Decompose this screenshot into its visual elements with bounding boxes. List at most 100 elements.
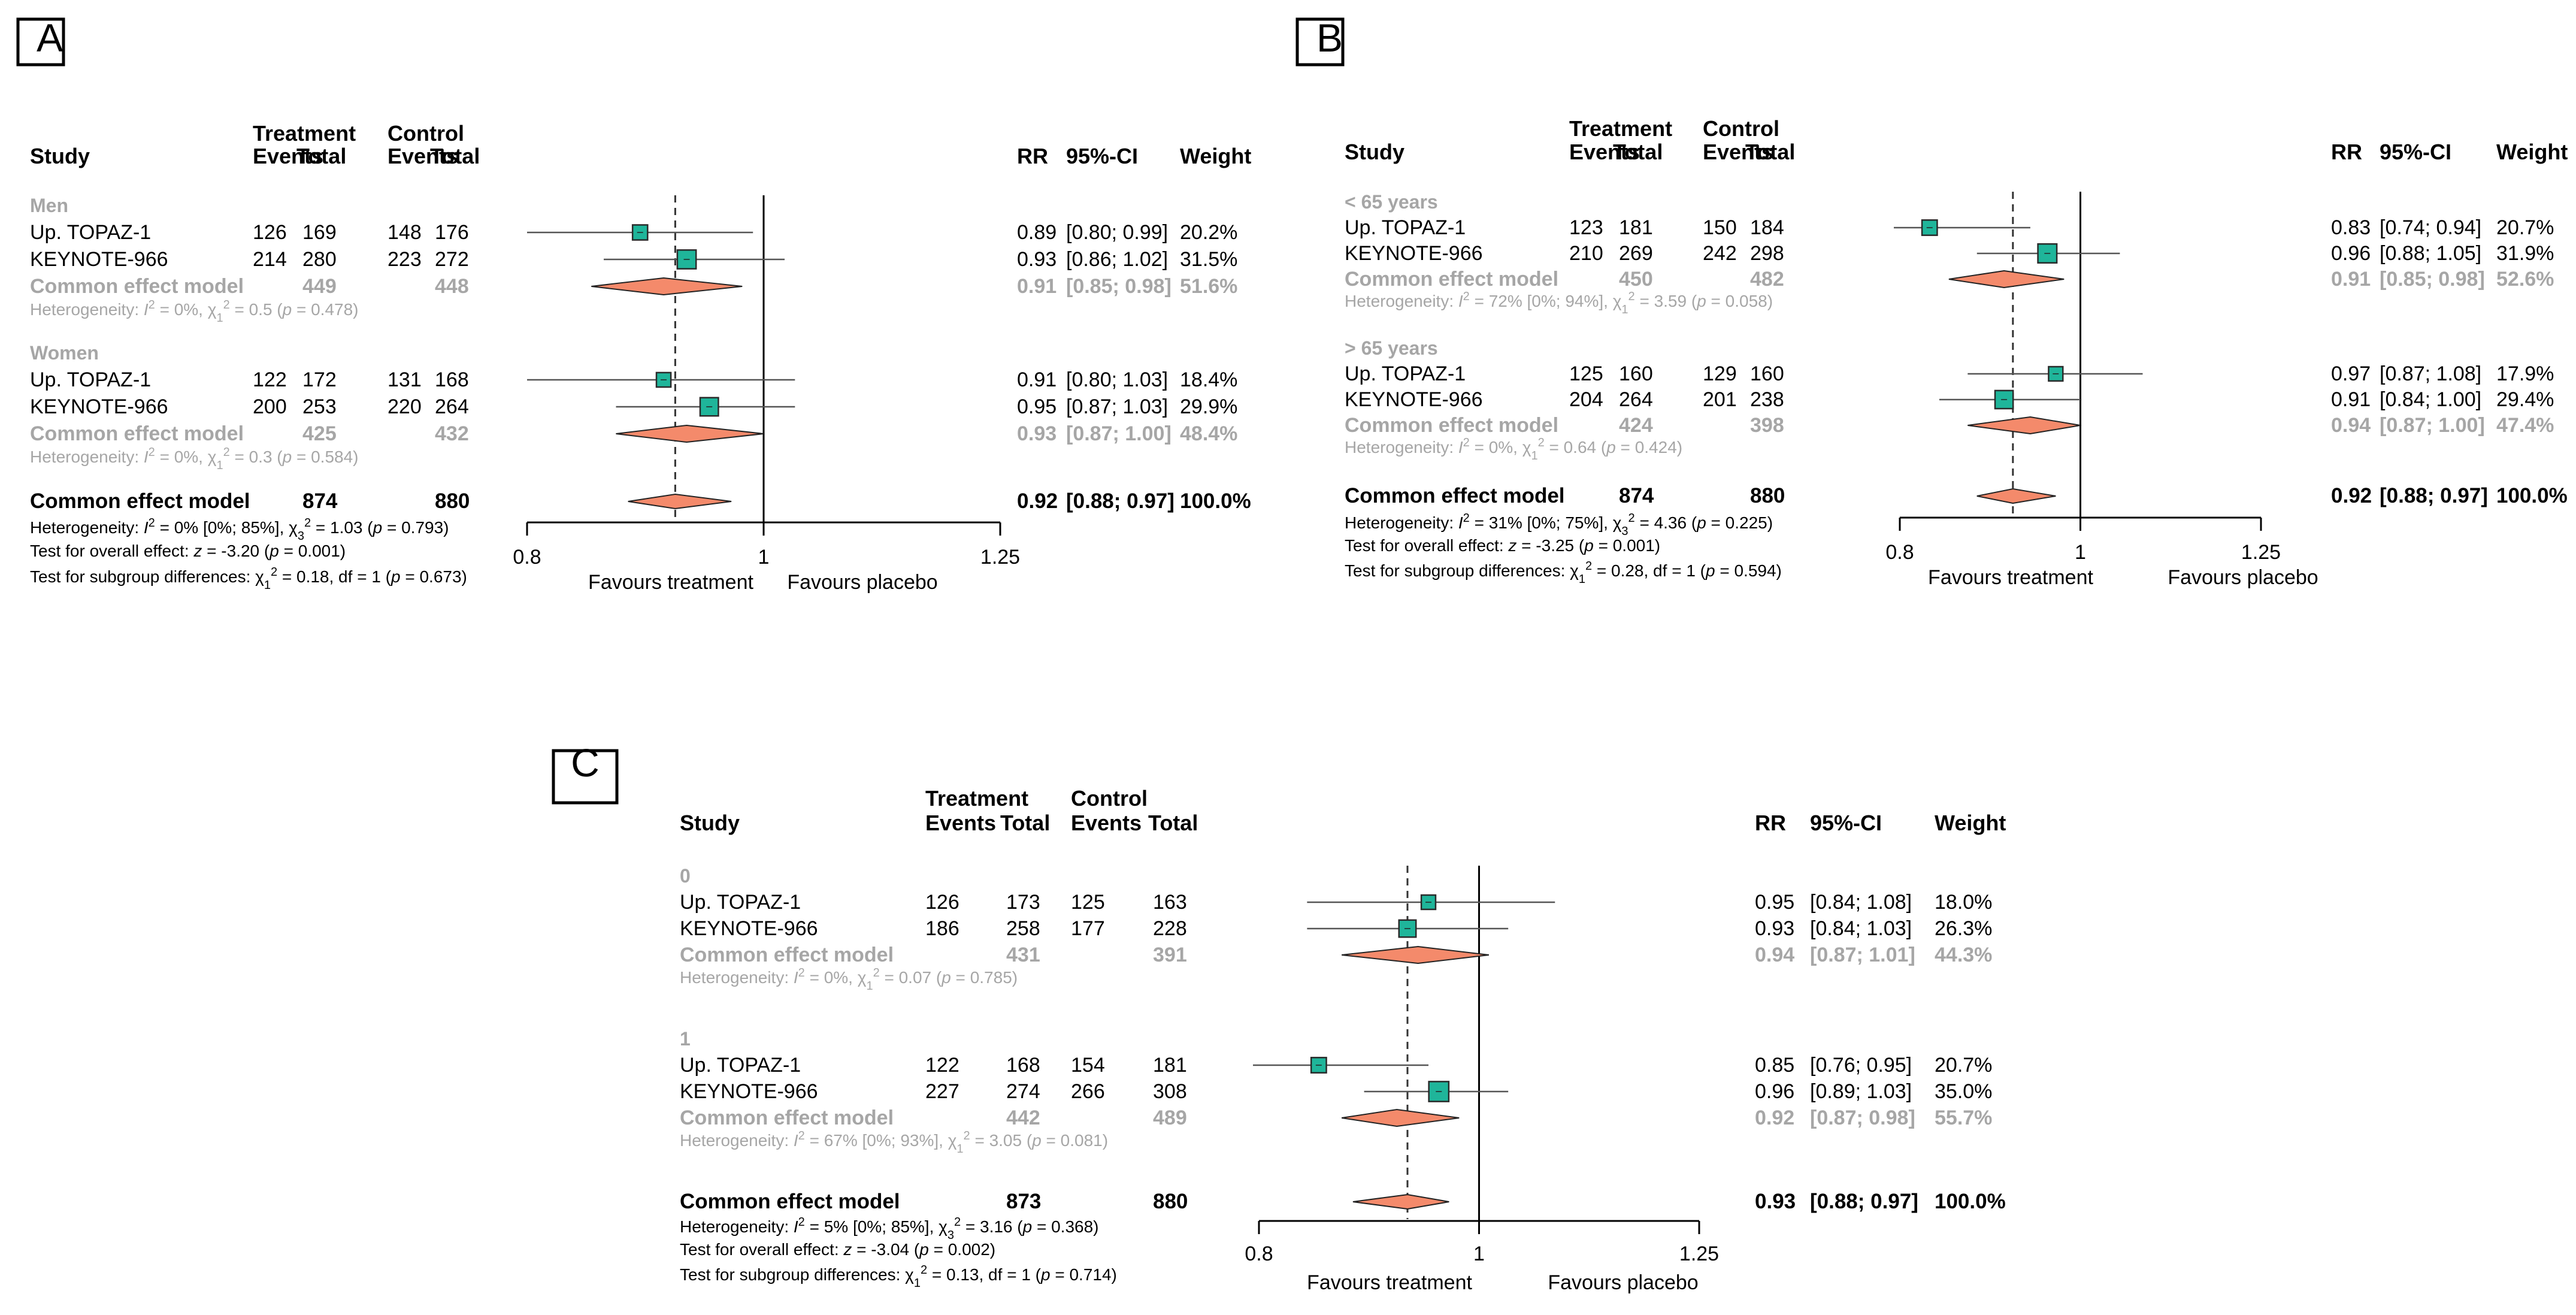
header-control: Control	[388, 121, 464, 146]
header-ci: 95%-CI	[1066, 144, 1138, 168]
x-tick-label-3: 1.25	[2241, 541, 2281, 564]
group-1-row-2-ci: [0.84; 1.03]	[1810, 917, 1912, 940]
group-1-subtotal-ci: [0.85; 0.98]	[1066, 275, 1172, 298]
group-1-row-2-control-total: 298	[1750, 242, 1784, 265]
header-ci: 95%-CI	[2380, 140, 2451, 164]
group-2-row-2-control-events: 266	[1071, 1080, 1105, 1103]
group-1-row-1-treatment-events: 126	[253, 221, 287, 244]
group-1-row-2-treatment-total: 280	[302, 248, 337, 271]
overall-diamond	[628, 493, 732, 510]
header-treatment-events: Events	[925, 811, 996, 835]
header-study: Study	[1345, 140, 1404, 164]
group-2-row-1-treatment-events: 122	[925, 1054, 959, 1077]
header-control: Control	[1703, 116, 1779, 141]
group-2-row-1-control-events: 129	[1703, 362, 1737, 385]
overall-heterogeneity: Heterogeneity: I2 = 5% [0%; 85%], χ32 = …	[680, 1216, 1099, 1242]
overall-diamond	[1352, 1193, 1449, 1210]
group-2-subtotal-label: Common effect model	[30, 422, 244, 445]
group-2-row-2-treatment-total: 274	[1006, 1080, 1040, 1103]
group-1-subtotal-label: Common effect model	[30, 275, 244, 298]
group-1-row-2-treatment-total: 269	[1619, 242, 1653, 265]
panel-label: C	[571, 740, 600, 785]
group-2-row-2-control-total: 308	[1153, 1080, 1187, 1103]
group-1-row-1-treatment-total: 181	[1619, 216, 1653, 239]
group-1-subtotal-diamond	[1948, 270, 2065, 289]
group-1-row-1-control-total: 163	[1153, 891, 1187, 914]
group-2-subtotal-control-total: 432	[435, 422, 469, 445]
group-2-row-2-treatment-events: 204	[1569, 388, 1603, 411]
header-control-total: Total	[1148, 811, 1198, 835]
group-1-subtotal-label: Common effect model	[1345, 268, 1558, 291]
group-1-subtotal-weight: 51.6%	[1180, 275, 1237, 298]
group-1-row-2-treatment-events: 214	[253, 248, 287, 271]
header-ci: 95%-CI	[1810, 811, 1882, 835]
overall-weight: 100.0%	[1180, 489, 1251, 513]
group-1-subtotal-control-total: 482	[1750, 268, 1784, 291]
group-2-row-1-rr: 0.91	[1017, 368, 1057, 391]
group-1-row-1-treatment-total: 169	[302, 221, 337, 244]
x-tick-label-2: 1	[758, 546, 770, 569]
group-2-row-2-study: KEYNOTE-966	[1345, 388, 1483, 411]
panel-label: A	[37, 16, 63, 60]
group-2-row-2-rr: 0.91	[2331, 388, 2371, 411]
group-2-subtotal-rr: 0.93	[1017, 422, 1057, 445]
x-tick-label-2: 1	[1473, 1243, 1485, 1265]
group-1-subtotal-control-total: 391	[1153, 944, 1187, 966]
group-1-row-1-weight: 20.7%	[2496, 216, 2554, 239]
group-2-row-2-control-events: 201	[1703, 388, 1737, 411]
group-2-subtotal-ci: [0.87; 1.00]	[1066, 422, 1172, 445]
group-2-row-1-control-total: 181	[1153, 1054, 1187, 1077]
group-1-row-2-control-events: 242	[1703, 242, 1737, 265]
group-1-row-2-ci: [0.86; 1.02]	[1066, 248, 1168, 271]
favours-placebo-label: Favours placebo	[1548, 1271, 1698, 1294]
test-subgroup-differences: Test for subgroup differences: χ12 = 0.2…	[1345, 560, 1782, 586]
group-1-row-2-ci: [0.88; 1.05]	[2380, 242, 2481, 265]
group-2-subtotal-treatment-total: 424	[1619, 414, 1653, 437]
group-1-row-2-control-total: 228	[1153, 917, 1187, 940]
group-1-subtotal-rr: 0.91	[2331, 268, 2371, 291]
favours-treatment-label: Favours treatment	[588, 571, 753, 594]
test-overall-effect: Test for overall effect: z = -3.04 (p = …	[680, 1240, 995, 1259]
group-2-subtotal-ci: [0.87; 0.98]	[1810, 1107, 1915, 1129]
group-2-study-2-point	[1994, 389, 2014, 410]
group-2-row-2-ci: [0.89; 1.03]	[1810, 1080, 1912, 1103]
overall-weight: 100.0%	[1935, 1190, 2006, 1213]
group-2-row-2-weight: 35.0%	[1935, 1080, 1992, 1103]
x-tick-label-3: 1.25	[1679, 1243, 1719, 1265]
header-treatment-total: Total	[296, 144, 346, 168]
group-2-heterogeneity: Heterogeneity: I2 = 0%, χ12 = 0.3 (p = 0…	[30, 446, 359, 472]
group-1-subtotal-ci: [0.87; 1.01]	[1810, 944, 1915, 966]
header-control-events: Events	[1703, 140, 1773, 164]
favours-placebo-label: Favours placebo	[787, 571, 937, 594]
group-1-row-1-treatment-events: 123	[1569, 216, 1603, 239]
group-2-row-2-control-total: 238	[1750, 388, 1784, 411]
group-1-row-1-treatment-events: 126	[925, 891, 959, 914]
group-1-subtotal-treatment-total: 449	[302, 275, 337, 298]
group-1-name: < 65 years	[1345, 191, 1438, 213]
group-2-row-1-ci: [0.87; 1.08]	[2380, 362, 2481, 385]
group-2-name: 1	[680, 1028, 691, 1050]
overall-treatment-total: 874	[302, 489, 338, 513]
header-control-events: Events	[1071, 811, 1142, 835]
group-2-row-2-treatment-total: 253	[302, 395, 337, 418]
group-2-row-1-treatment-events: 122	[253, 368, 287, 391]
group-2-subtotal-diamond	[616, 424, 764, 443]
header-treatment-events: Events	[1569, 140, 1640, 164]
group-2-row-1-ci: [0.76; 0.95]	[1810, 1054, 1912, 1077]
group-1-subtotal-rr: 0.94	[1755, 944, 1794, 966]
overall-heterogeneity: Heterogeneity: I2 = 0% [0%; 85%], χ32 = …	[30, 516, 449, 543]
group-1-row-1-weight: 20.2%	[1180, 221, 1237, 244]
group-1-row-2-study: KEYNOTE-966	[680, 917, 818, 940]
group-1-row-1-treatment-total: 173	[1006, 891, 1040, 914]
group-2-row-2-control-total: 264	[435, 395, 469, 418]
overall-rr: 0.92	[2331, 484, 2372, 507]
group-2-row-2-study: KEYNOTE-966	[30, 395, 168, 418]
group-2-row-2-rr: 0.96	[1755, 1080, 1794, 1103]
group-2-subtotal-control-total: 489	[1153, 1107, 1187, 1129]
header-rr: RR	[1017, 144, 1048, 168]
group-1-row-2-study: KEYNOTE-966	[30, 248, 168, 271]
group-2-row-1-treatment-events: 125	[1569, 362, 1603, 385]
group-1-row-1-ci: [0.84; 1.08]	[1810, 891, 1912, 914]
